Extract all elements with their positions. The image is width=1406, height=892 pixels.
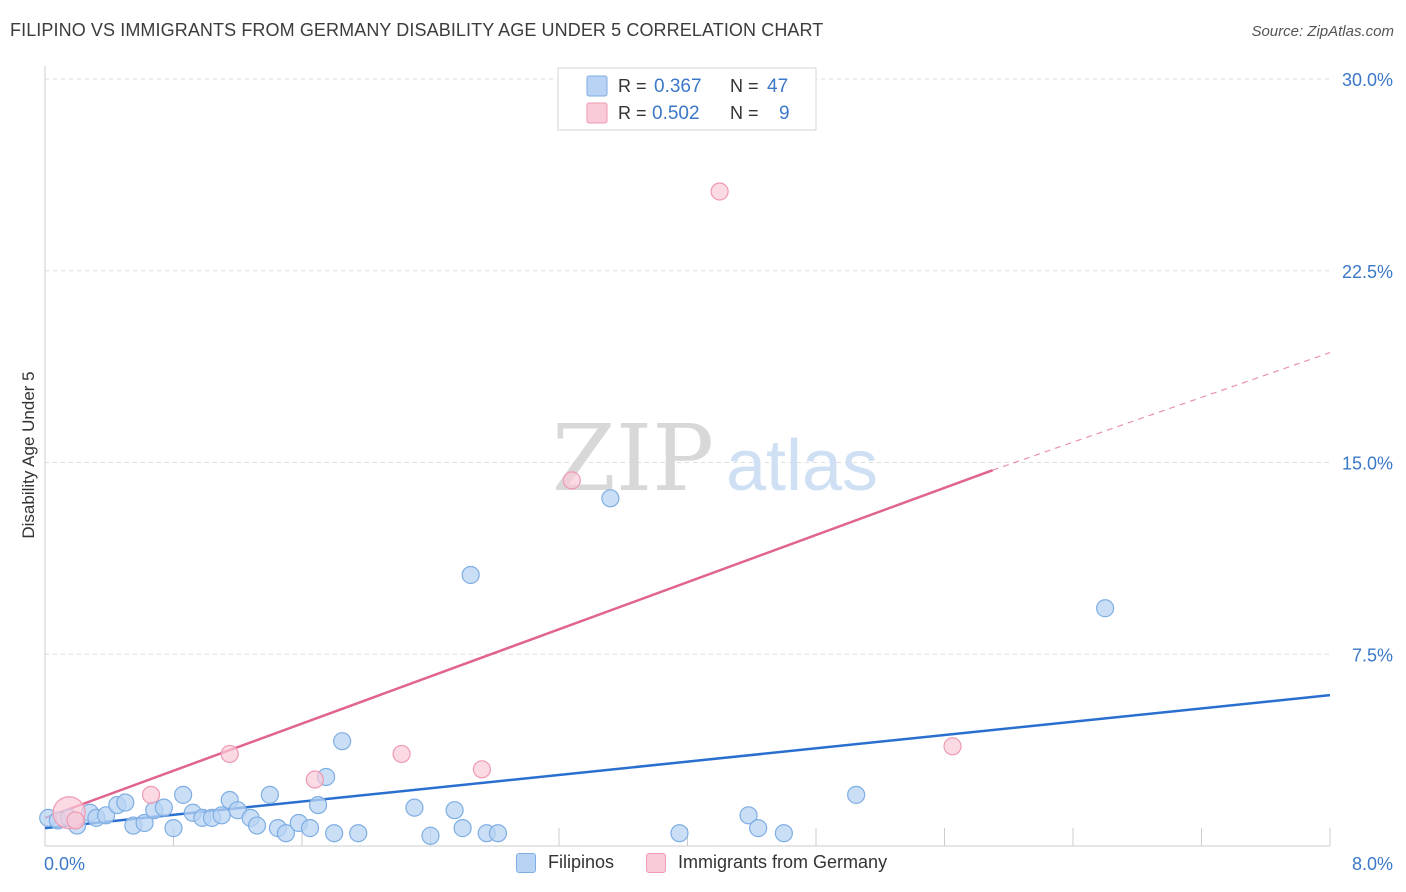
data-point-germany — [562, 471, 581, 490]
data-point-germany — [392, 744, 411, 764]
data-point-filipinos — [601, 489, 620, 508]
legend-n-value: 47 — [767, 76, 788, 97]
y-tick-label: 15.0% — [1342, 454, 1393, 474]
trend-line-germany — [44, 468, 994, 820]
data-point-filipinos — [445, 801, 464, 820]
data-points — [39, 182, 1115, 845]
legend-item-germany: Immigrants from Germany — [646, 852, 887, 873]
data-point-filipinos — [96, 806, 116, 825]
legend-r-value: 0.502 — [652, 103, 700, 124]
y-tick-label: 30.0% — [1342, 70, 1393, 90]
data-point-germany — [141, 785, 161, 804]
data-point-germany — [66, 811, 85, 830]
data-point-filipinos — [164, 819, 183, 838]
legend-label: Filipinos — [548, 852, 615, 872]
y-axis-label: Disability Age Under 5 — [19, 371, 38, 538]
data-point-filipinos — [308, 795, 328, 815]
data-point-germany — [710, 182, 729, 201]
data-point-filipinos — [421, 826, 440, 845]
data-point-germany — [472, 760, 491, 779]
y-tick-label: 22.5% — [1342, 262, 1393, 282]
data-point-germany — [305, 770, 324, 789]
data-point-filipinos — [1096, 599, 1115, 618]
legend-n-label: N = — [730, 76, 759, 96]
legend-r-label: R = — [618, 76, 647, 96]
data-point-filipinos — [488, 824, 508, 843]
data-point-filipinos — [135, 813, 154, 833]
data-point-filipinos — [749, 819, 768, 838]
legend-swatch-germany — [586, 102, 608, 124]
legend-n-label: N = — [730, 103, 759, 123]
data-point-filipinos — [247, 816, 267, 835]
grid-lines — [45, 78, 1330, 655]
legend-n-value: 9 — [779, 103, 790, 124]
trend-line-filipinos — [44, 693, 1331, 830]
data-point-filipinos — [847, 785, 866, 804]
x-tick-label: 8.0% — [1352, 854, 1393, 874]
legend-r-label: R = — [618, 103, 647, 123]
source-credit: Source: ZipAtlas.com — [1251, 23, 1394, 40]
data-point-filipinos — [453, 819, 472, 838]
trend-lines — [44, 351, 1331, 830]
legend-swatch — [646, 852, 667, 873]
data-point-filipinos — [260, 785, 279, 804]
data-point-germany — [220, 744, 239, 764]
data-point-filipinos — [325, 824, 344, 843]
legend-box: R = 0.367 N = 47 R = 0.502 N = 9 — [557, 67, 817, 131]
data-point-germany — [943, 737, 962, 756]
data-point-filipinos — [212, 806, 231, 825]
legend-item-filipinos: Filipinos — [516, 852, 614, 873]
data-point-filipinos — [670, 824, 689, 843]
watermark-atlas: atlas — [726, 426, 878, 506]
tick-labels: 7.5% 15.0% 22.5% 30.0% 0.0% 8.0% — [44, 70, 1393, 874]
x-tick-label: 0.0% — [44, 854, 85, 874]
data-point-filipinos — [739, 806, 758, 825]
chart-title: FILIPINO VS IMMIGRANTS FROM GERMANY DISA… — [10, 20, 824, 40]
series-legend: Filipinos Immigrants from Germany — [516, 852, 919, 873]
legend-swatch-filipinos — [586, 75, 608, 97]
data-point-filipinos — [174, 785, 193, 804]
legend-label: Immigrants from Germany — [678, 852, 888, 872]
watermark-zip: ZIP — [552, 405, 714, 512]
data-point-filipinos — [349, 824, 368, 843]
trend-line-germany-extension — [992, 351, 1331, 471]
legend-swatch — [516, 852, 536, 873]
data-point-filipinos — [333, 732, 352, 751]
legend-r-value: 0.367 — [654, 76, 702, 97]
watermark: ZIP atlas — [552, 405, 878, 512]
data-point-filipinos — [300, 819, 320, 838]
data-point-filipinos — [154, 798, 173, 817]
y-tick-label: 7.5% — [1352, 645, 1393, 665]
data-point-filipinos — [774, 824, 793, 843]
data-point-filipinos — [405, 798, 424, 817]
data-point-filipinos — [276, 824, 296, 843]
data-point-filipinos — [461, 565, 480, 585]
data-point-filipinos — [116, 793, 135, 812]
